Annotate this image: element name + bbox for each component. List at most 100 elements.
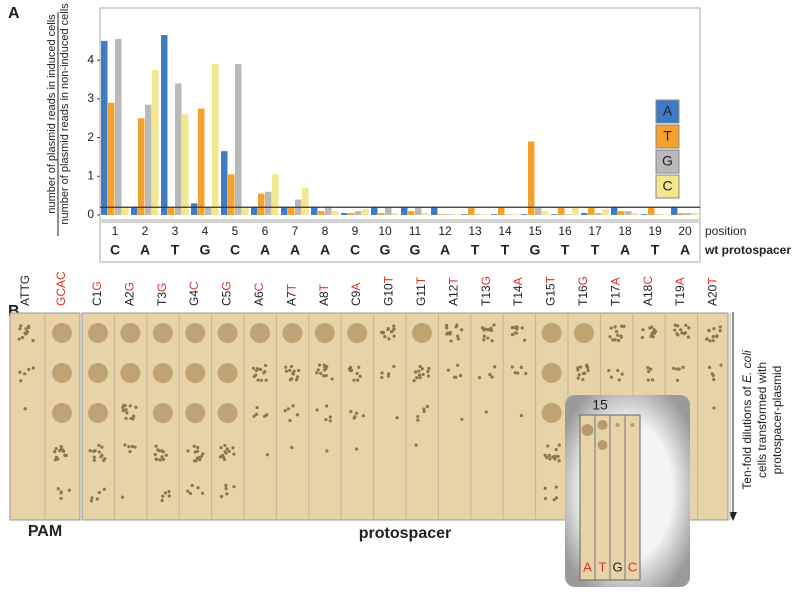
- wt-base: A: [140, 242, 150, 258]
- colony: [291, 404, 295, 408]
- row-label: position: [705, 224, 746, 238]
- colony: [673, 328, 677, 332]
- column-label-part: G: [576, 276, 590, 285]
- colony: [614, 330, 619, 334]
- bar: [191, 203, 198, 215]
- colony: [356, 378, 360, 382]
- colony-spot: [88, 363, 108, 383]
- colony: [121, 409, 126, 413]
- column-label-part: G4: [187, 290, 201, 306]
- colony: [675, 332, 679, 336]
- colony: [17, 337, 21, 341]
- colony: [641, 328, 645, 332]
- colony: [454, 325, 458, 329]
- colony: [349, 410, 353, 414]
- colony: [459, 328, 464, 332]
- colony: [616, 368, 620, 373]
- colony: [130, 444, 134, 448]
- column-label-part: T: [317, 283, 331, 291]
- wt-base: A: [320, 242, 330, 258]
- column-label-part: T13: [479, 285, 493, 306]
- colony: [63, 453, 67, 457]
- colony: [315, 371, 319, 375]
- column-label-part: G11: [414, 284, 428, 306]
- colony: [90, 496, 94, 500]
- colony: [225, 447, 229, 451]
- x-tick-label: 7: [292, 224, 299, 238]
- bar: [482, 214, 489, 215]
- bar: [475, 214, 482, 215]
- colony: [193, 450, 197, 454]
- x-tick-label: 15: [528, 224, 542, 238]
- colony: [353, 415, 357, 419]
- colony: [289, 377, 294, 381]
- colony: [188, 491, 193, 496]
- colony-spot: [597, 440, 608, 450]
- colony: [608, 335, 612, 339]
- wt-base: G: [380, 242, 391, 258]
- panel-letter: B: [8, 303, 20, 320]
- colony: [19, 324, 23, 328]
- colony: [380, 330, 384, 334]
- colony: [546, 444, 550, 448]
- colony: [607, 368, 611, 373]
- colony: [102, 487, 106, 491]
- colony: [160, 455, 164, 459]
- colony: [224, 483, 228, 488]
- colony: [325, 364, 329, 369]
- colony: [124, 416, 128, 420]
- column-label-part: A: [511, 277, 525, 285]
- colony: [324, 373, 328, 378]
- bar: [235, 64, 242, 215]
- colony-spot: [152, 403, 173, 423]
- x-tick-label: 9: [352, 224, 359, 238]
- colony-spot: [52, 363, 72, 383]
- x-tick-label: 14: [498, 224, 512, 238]
- column-label-part: G: [479, 276, 493, 285]
- colony: [586, 369, 590, 373]
- colony: [201, 452, 205, 456]
- bar: [325, 206, 332, 215]
- colony: [127, 445, 131, 449]
- colony: [516, 371, 520, 375]
- colony: [95, 497, 99, 501]
- bar: [131, 207, 138, 215]
- bar: [468, 207, 475, 215]
- colony: [91, 449, 96, 453]
- colony: [286, 407, 290, 411]
- bar: [648, 207, 655, 215]
- colony: [553, 454, 557, 458]
- colony: [609, 326, 613, 330]
- colony: [707, 328, 711, 332]
- bar: [385, 207, 392, 215]
- colony: [132, 414, 136, 418]
- wt-base: A: [620, 242, 630, 258]
- colony: [681, 365, 685, 369]
- colony: [192, 444, 196, 448]
- colony: [392, 324, 396, 328]
- colony-spot: [185, 363, 206, 383]
- colony: [324, 418, 328, 422]
- colony: [134, 405, 138, 409]
- colony: [361, 414, 366, 418]
- colony: [92, 458, 96, 462]
- bar: [558, 207, 565, 215]
- colony-spot: [217, 403, 238, 423]
- colony: [416, 414, 420, 419]
- y-label-numerator: number of plasmid reads in induced cells: [46, 14, 58, 214]
- colony: [418, 364, 422, 369]
- bar: [438, 214, 445, 215]
- side-label: protospacer-plasmid: [770, 366, 784, 475]
- colony: [200, 491, 205, 495]
- bar: [371, 207, 378, 215]
- colony: [391, 328, 395, 332]
- colony: [426, 370, 430, 374]
- column-label-part: C: [252, 282, 266, 291]
- colony-spot: [347, 323, 368, 343]
- colony: [448, 330, 453, 335]
- colony: [160, 498, 164, 503]
- column-label-part: C: [187, 281, 201, 290]
- column-label-part: T16: [576, 285, 590, 306]
- colony: [545, 456, 549, 460]
